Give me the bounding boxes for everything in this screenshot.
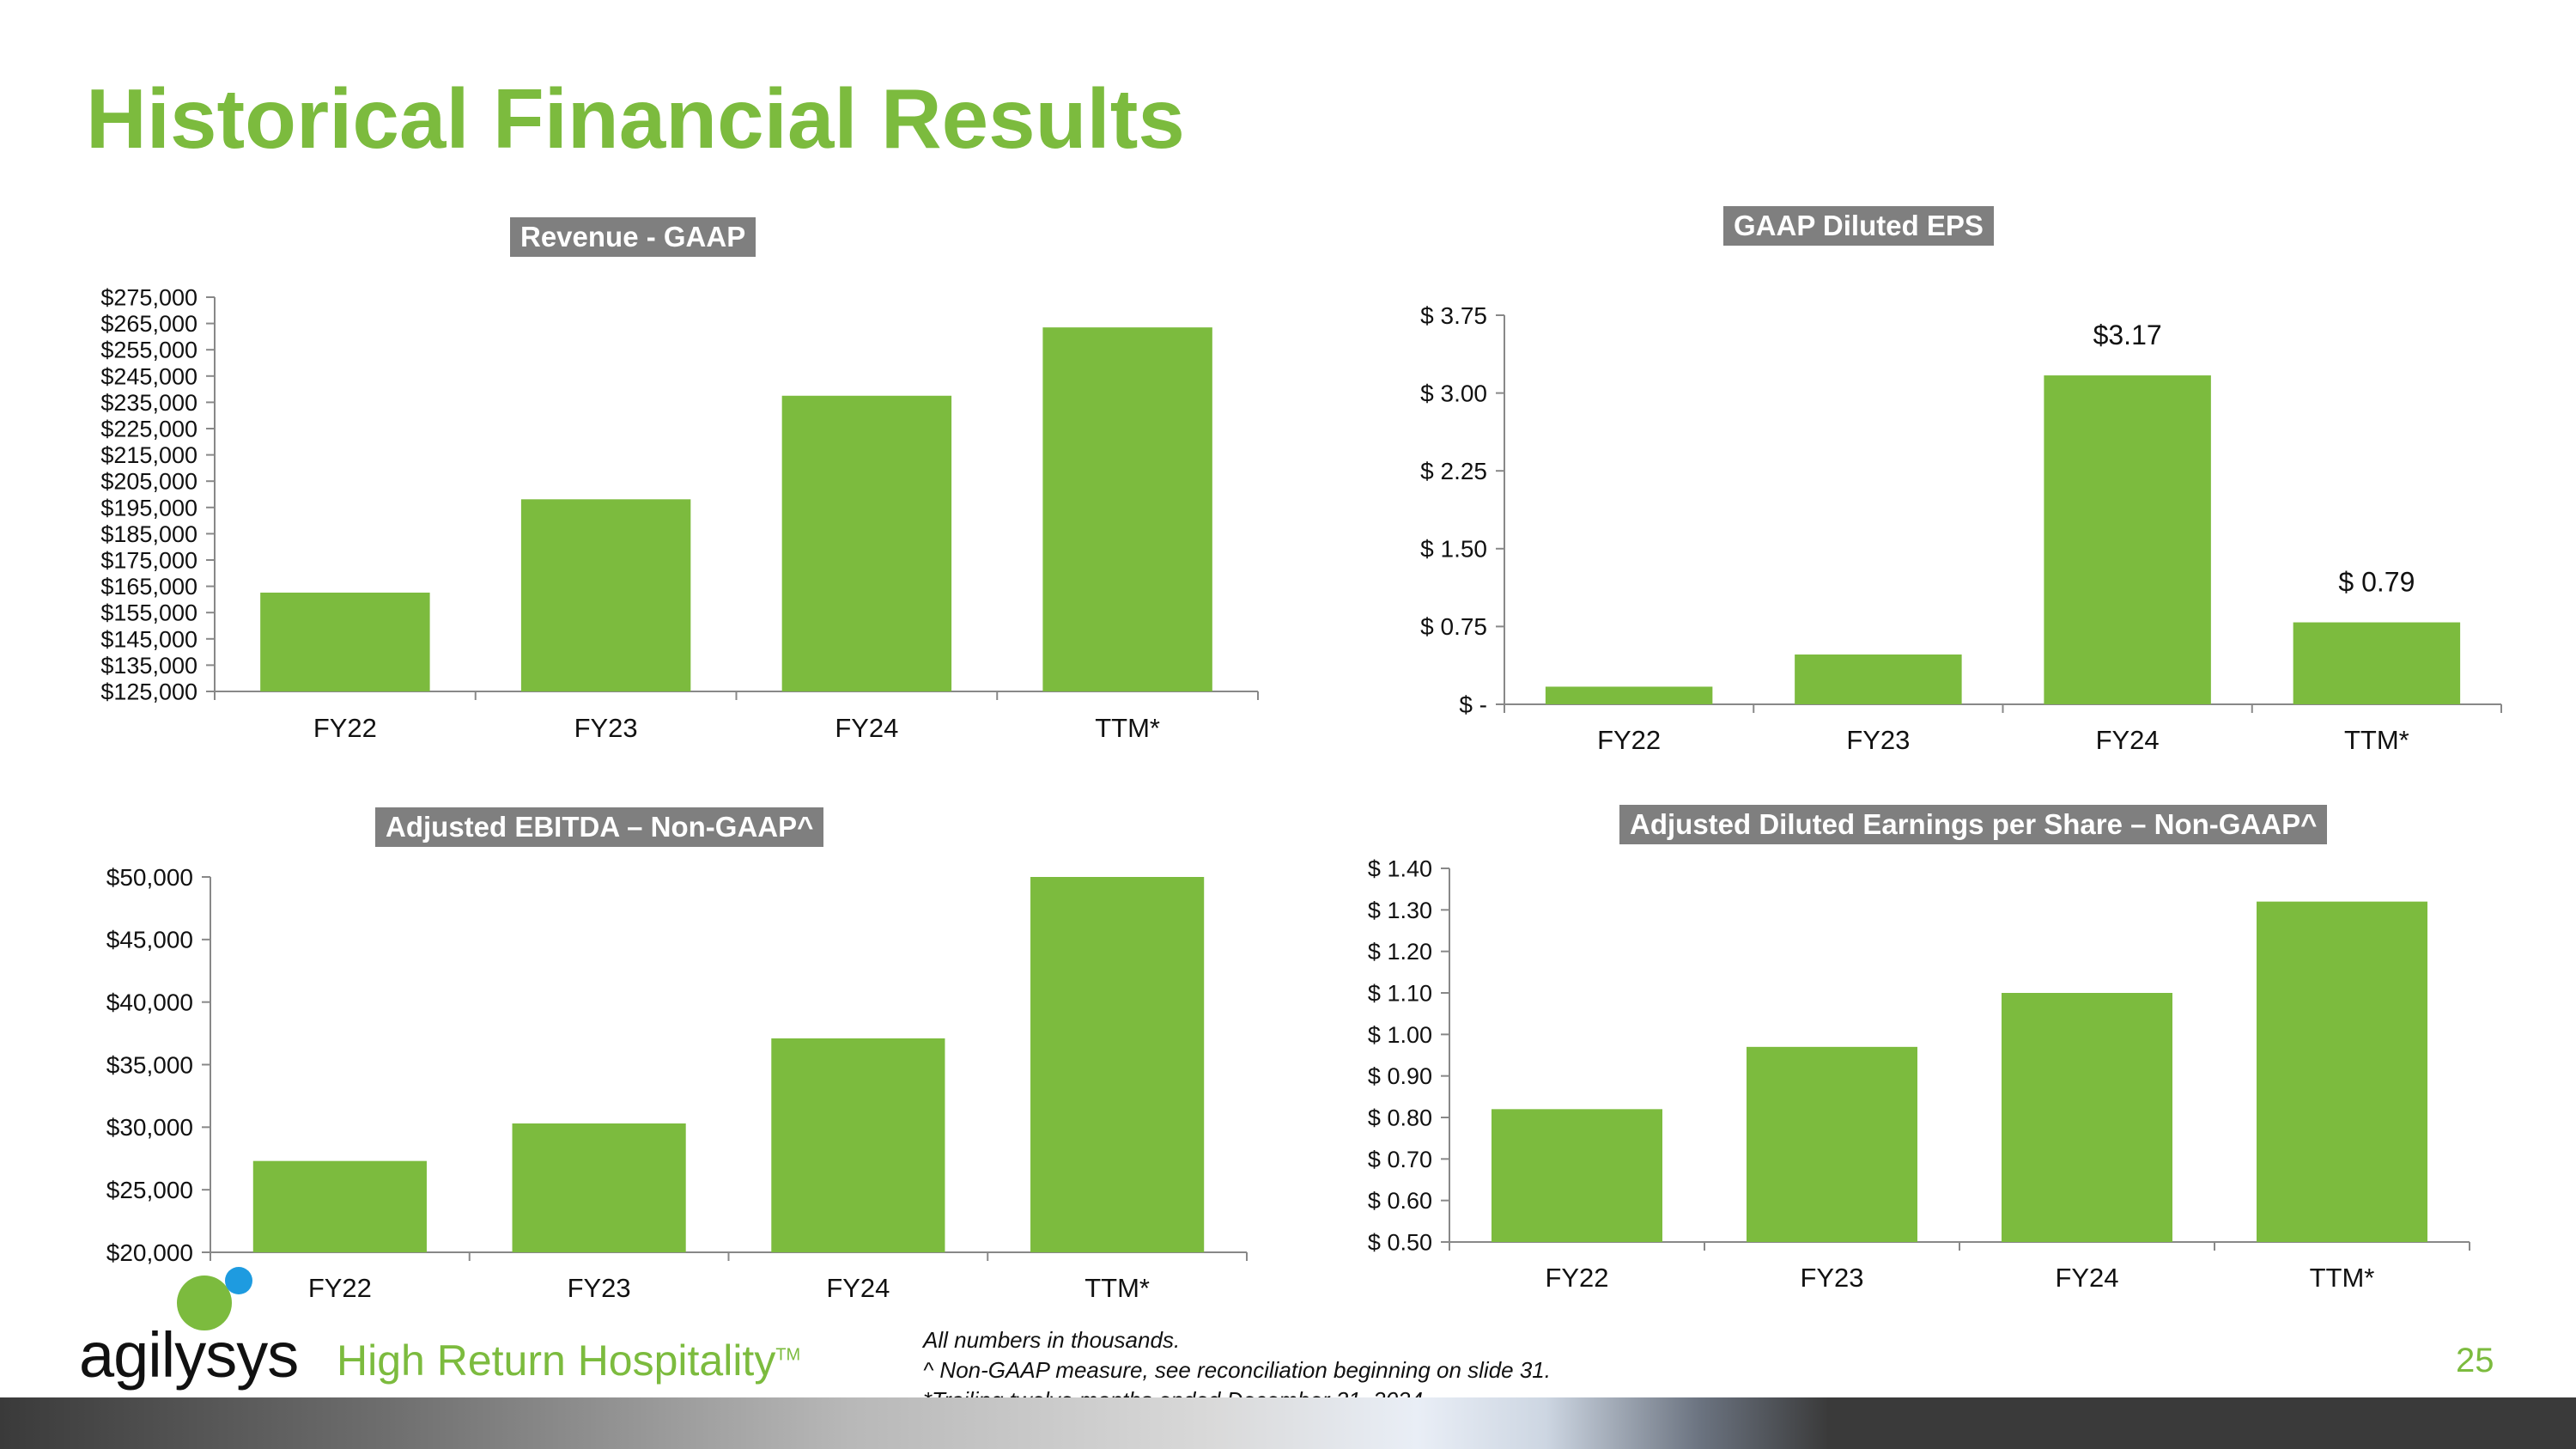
revenue-category-label: FY23: [574, 713, 638, 743]
adjusted-eps-y-tick-label: $ 0.70: [1368, 1147, 1432, 1172]
bottom-gradient-bar: [0, 1397, 2576, 1449]
adjusted-eps-y-tick-label: $ 1.40: [1368, 855, 1432, 881]
adjusted-ebitda-y-tick-label: $25,000: [106, 1177, 193, 1203]
revenue-category-label: FY22: [313, 713, 377, 743]
revenue-y-tick-label: $205,000: [100, 469, 197, 495]
adjusted-ebitda-category-label: FY23: [568, 1273, 631, 1303]
adjusted-eps-y-tick-label: $ 0.80: [1368, 1105, 1432, 1130]
footnote-non-gaap: ^ Non-GAAP measure, see reconciliation b…: [923, 1357, 1551, 1383]
logo-blue-dot: [225, 1267, 252, 1294]
revenue-y-tick-label: $215,000: [100, 442, 197, 468]
adjusted-eps-y-tick-label: $ 0.90: [1368, 1063, 1432, 1089]
adjusted-eps-y-tick-label: $ 0.50: [1368, 1229, 1432, 1255]
gaap-eps-bar-3: [2044, 375, 2211, 704]
revenue-category-label: FY24: [835, 713, 898, 743]
adjusted-ebitda-y-tick-label: $45,000: [106, 927, 193, 953]
gaap-eps-y-tick-label: $ -: [1459, 691, 1487, 718]
agilysys-logo: [177, 1267, 252, 1330]
adjusted-ebitda-y-tick-label: $35,000: [106, 1051, 193, 1078]
chart-title-gaap-eps: GAAP Diluted EPS: [1723, 206, 1994, 246]
adjusted-ebitda-category-label: TTM*: [1084, 1273, 1150, 1303]
revenue-y-tick-label: $235,000: [100, 390, 197, 416]
adjusted-ebitda-bar-1: [252, 1160, 427, 1252]
revenue-category-label: TTM*: [1095, 713, 1160, 743]
revenue-y-tick-label: $135,000: [100, 653, 197, 679]
revenue-y-tick-label: $155,000: [100, 600, 197, 626]
adjusted-ebitda-y-tick-label: $50,000: [106, 864, 193, 891]
revenue-y-tick-label: $145,000: [100, 626, 197, 652]
gaap-eps-y-tick-label: $ 3.75: [1420, 302, 1487, 329]
adjusted-eps-category-label: FY22: [1545, 1263, 1608, 1293]
adjusted-eps-category-label: TTM*: [2310, 1263, 2375, 1293]
revenue-y-tick-label: $225,000: [100, 416, 197, 441]
revenue-y-tick-label: $265,000: [100, 311, 197, 337]
adjusted-ebitda-y-tick-label: $40,000: [106, 989, 193, 1015]
adjusted-ebitda-y-tick-label: $20,000: [106, 1239, 193, 1266]
adjusted-eps-bar-2: [1747, 1046, 1917, 1242]
revenue-bar-3: [781, 395, 952, 691]
adjusted-ebitda-bar-3: [771, 1038, 945, 1252]
revenue-y-tick-label: $255,000: [100, 338, 197, 363]
logo-wordmark: agilysys: [79, 1319, 299, 1391]
revenue-y-tick-label: $245,000: [100, 363, 197, 389]
revenue-bar-1: [260, 592, 430, 691]
gaap-eps-y-tick-label: $ 3.00: [1420, 380, 1487, 406]
gaap-eps-y-tick-label: $ 2.25: [1420, 458, 1487, 484]
adjusted-ebitda-bar-2: [512, 1123, 686, 1252]
adjusted-eps-y-tick-label: $ 1.30: [1368, 898, 1432, 923]
adjusted-eps-category-label: FY23: [1800, 1263, 1863, 1293]
gaap-eps-data-label: $3.17: [2093, 320, 2162, 350]
adjusted-eps-category-label: FY24: [2055, 1263, 2118, 1293]
chart-title-revenue: Revenue - GAAP: [510, 217, 756, 257]
adjusted-eps-y-tick-label: $ 0.60: [1368, 1188, 1432, 1214]
adjusted-eps-y-tick-label: $ 1.10: [1368, 980, 1432, 1006]
adjusted-eps-y-tick-label: $ 1.20: [1368, 939, 1432, 965]
revenue-y-tick-label: $175,000: [100, 547, 197, 573]
revenue-bar-2: [520, 499, 691, 691]
gaap-eps-category-label: TTM*: [2344, 725, 2409, 755]
footnote-thousands: All numbers in thousands.: [923, 1327, 1181, 1353]
revenue-y-tick-label: $125,000: [100, 679, 197, 704]
gaap-eps-category-label: FY22: [1597, 725, 1661, 755]
gaap-eps-bar-4: [2293, 622, 2461, 704]
adjusted-ebitda-bar-4: [1030, 877, 1205, 1252]
adjusted-eps-bar-1: [1492, 1109, 1662, 1242]
tagline-text: High Return Hospitality: [337, 1336, 776, 1385]
adjusted-eps-y-tick-label: $ 1.00: [1368, 1022, 1432, 1048]
revenue-y-tick-label: $195,000: [100, 495, 197, 521]
adjusted-ebitda-y-tick-label: $30,000: [106, 1114, 193, 1141]
revenue-y-tick-label: $185,000: [100, 521, 197, 547]
tagline-trademark: TM: [775, 1345, 801, 1365]
revenue-y-tick-label: $165,000: [100, 574, 197, 600]
chart-title-adjusted-eps: Adjusted Diluted Earnings per Share – No…: [1619, 805, 2328, 844]
tagline: High Return HospitalityTM: [337, 1336, 800, 1385]
gaap-eps-y-tick-label: $ 0.75: [1420, 613, 1487, 640]
gaap-eps-category-label: FY24: [2096, 725, 2160, 755]
adjusted-eps-bar-4: [2257, 901, 2427, 1242]
gaap-eps-bar-1: [1545, 686, 1713, 704]
gaap-eps-bar-2: [1795, 654, 1962, 704]
gaap-eps-y-tick-label: $ 1.50: [1420, 536, 1487, 563]
adjusted-eps-bar-3: [2002, 993, 2172, 1242]
page-title: Historical Financial Results: [86, 71, 1185, 166]
adjusted-ebitda-category-label: FY24: [826, 1273, 890, 1303]
gaap-eps-category-label: FY23: [1846, 725, 1910, 755]
revenue-y-tick-label: $275,000: [100, 284, 197, 310]
logo-green-dot: [177, 1275, 232, 1330]
revenue-bar-4: [1042, 327, 1212, 691]
adjusted-ebitda-category-label: FY22: [308, 1273, 372, 1303]
gaap-eps-data-label: $ 0.79: [2338, 567, 2415, 598]
chart-title-adjusted-ebitda: Adjusted EBITDA – Non-GAAP^: [375, 807, 824, 847]
page-number: 25: [2456, 1342, 2494, 1379]
